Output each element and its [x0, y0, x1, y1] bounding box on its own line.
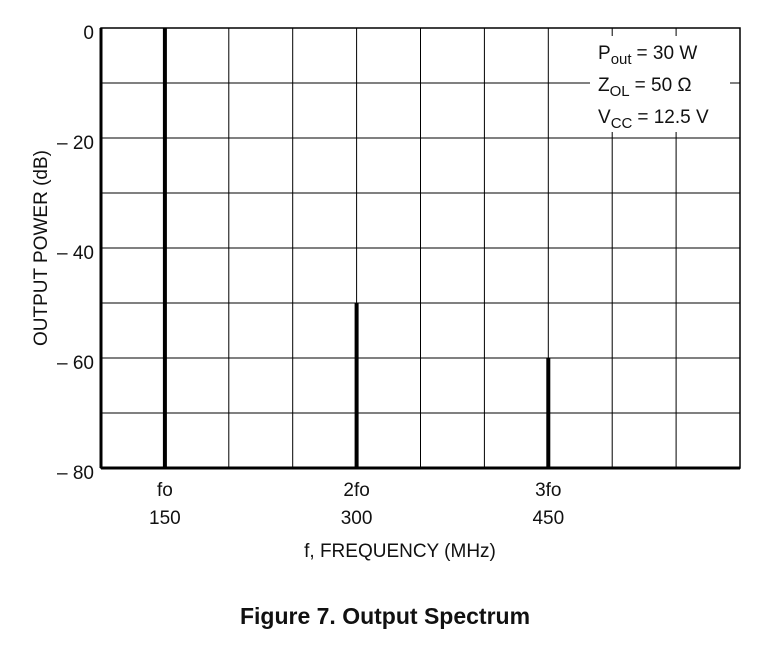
chart-title: Figure 7. Output Spectrum [240, 603, 530, 629]
annotation-text: = 30 W [637, 43, 698, 64]
annotation-symbol: V [598, 107, 611, 128]
y-axis-label: OUTPUT POWER (dB) [31, 150, 52, 346]
y-tick-label: – 20 [57, 133, 94, 154]
x-axis-label: f, FREQUENCY (MHz) [304, 541, 496, 562]
x-tick-label: 300 [341, 508, 373, 529]
spectral-line [546, 358, 551, 468]
annotation-subscript: OL [610, 83, 630, 100]
annotation: ZOL = 50 Ω [598, 75, 692, 100]
x-tick-name: 2fo [343, 480, 369, 501]
annotation-text: = 50 Ω [635, 75, 692, 96]
annotation: Pout = 30 W [598, 43, 697, 68]
annotation: VCC = 12.5 V [598, 107, 709, 132]
annotation-symbol: P [598, 43, 611, 64]
spectral-line [162, 28, 167, 468]
annotation-subscript: CC [611, 115, 633, 132]
annotation-box [590, 36, 730, 132]
x-tick-name: fo [157, 480, 173, 501]
x-tick-label: 450 [532, 508, 564, 529]
x-tick-name: 3fo [535, 480, 561, 501]
y-tick-label: 0 [83, 23, 94, 44]
annotation-symbol: Z [598, 75, 610, 96]
annotation-text: = 12.5 V [637, 107, 709, 128]
annotation-subscript: out [611, 51, 633, 68]
y-tick-label: – 40 [57, 243, 94, 264]
spectral-line [354, 303, 359, 468]
x-tick-label: 150 [149, 508, 181, 529]
y-tick-label: – 80 [57, 463, 94, 484]
y-tick-label: – 60 [57, 353, 94, 374]
